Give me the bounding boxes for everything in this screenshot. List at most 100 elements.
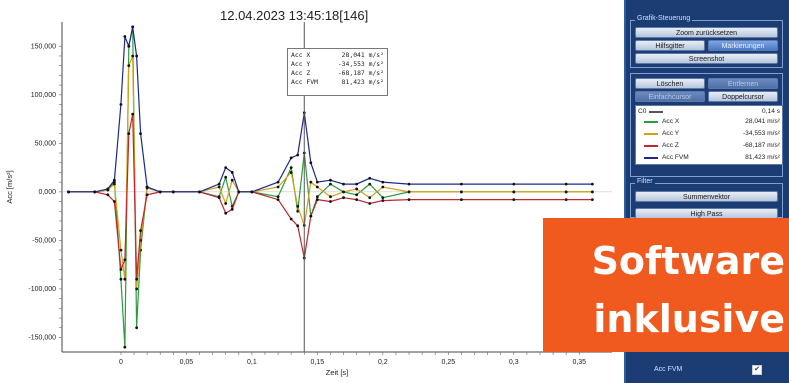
x-axis-label: Zeit [s] xyxy=(326,368,349,377)
data-point xyxy=(145,193,149,197)
cursor-readout: Acc X 28,041 m/s² Acc Y -34,553 m/s² Acc Z… xyxy=(287,48,388,96)
data-point xyxy=(119,277,123,281)
hilfsgitter-button[interactable]: Hilfsgitter xyxy=(635,40,705,51)
legend-item-acc-x[interactable]: Acc X 28,041 m/s² xyxy=(638,117,780,126)
data-point xyxy=(368,196,372,200)
y-tick-label: -150,000 xyxy=(28,334,56,341)
cursor-row: C0 0,14 s xyxy=(638,107,780,116)
data-point xyxy=(145,185,149,189)
x-tick-label: 0,05 xyxy=(180,359,194,366)
data-point xyxy=(590,190,594,194)
data-point xyxy=(224,175,228,179)
data-point xyxy=(368,182,372,186)
data-point xyxy=(224,211,228,215)
x-tick-label: 0,15 xyxy=(311,359,325,366)
series-color-icon xyxy=(644,144,658,147)
data-point xyxy=(342,182,345,186)
legend-value: -34,553 m/s² xyxy=(742,130,780,137)
summenvektor-button[interactable]: Summenvektor xyxy=(635,191,778,202)
readout-value: 81,423 m/s² xyxy=(341,78,384,86)
readout-row: Acc Z -68,187 m/s² xyxy=(291,69,384,78)
data-point xyxy=(123,258,127,262)
data-point xyxy=(224,166,228,169)
legend-item-acc-fvm[interactable]: Acc FVM 81,423 m/s² xyxy=(638,153,780,162)
legend-item-acc-y[interactable]: Acc Y -34,553 m/s² xyxy=(638,129,780,138)
data-point xyxy=(309,161,313,165)
y-tick-label: 100,000 xyxy=(31,92,56,99)
data-point xyxy=(217,185,221,189)
series-checkbox[interactable]: ✔ xyxy=(752,365,762,375)
data-point xyxy=(296,209,300,213)
data-point xyxy=(342,196,345,200)
legend-value: 81,423 m/s² xyxy=(745,154,780,161)
data-point xyxy=(289,171,293,174)
lower-series-list: Acc FVM ✔ xyxy=(626,352,789,383)
data-point xyxy=(217,182,221,186)
cursor-label: C0 xyxy=(638,108,647,115)
grafik-steuerung-group: Grafik-Steuerung Zoom zurücksetzen Hilfs… xyxy=(630,15,783,68)
entfernen-button[interactable]: Entfernen xyxy=(708,78,778,89)
y-tick-label: 150,000 xyxy=(31,43,56,50)
legend-name: Acc Z xyxy=(662,142,679,149)
data-point xyxy=(135,287,139,291)
data-point xyxy=(329,200,332,203)
readout-value: -34,553 m/s² xyxy=(337,60,384,68)
data-point xyxy=(276,180,280,184)
data-point xyxy=(342,190,345,194)
data-point xyxy=(315,185,319,189)
plot-area[interactable]: 0 0,05 0,1 0,15 0,2 0,25 0,3 0,35 150,000 100,000… xyxy=(0,0,626,383)
legend-item-acc-z[interactable]: Acc Z -68,187 m/s² xyxy=(638,141,780,150)
readout-row: Acc X 28,041 m/s² xyxy=(291,51,384,60)
loeschen-button[interactable]: Löschen xyxy=(635,78,705,89)
group-title: Filter xyxy=(635,178,655,185)
badge-line-2: inklusive xyxy=(593,297,785,341)
data-point xyxy=(119,103,123,106)
data-point xyxy=(250,190,254,194)
einfachcursor-button[interactable]: Einfachcursor xyxy=(635,91,705,102)
readout-value: -68,187 m/s² xyxy=(337,69,384,77)
screenshot-button[interactable]: Screenshot xyxy=(635,53,778,64)
zoom-reset-button[interactable]: Zoom zurücksetzen xyxy=(635,27,778,38)
data-point xyxy=(315,198,319,202)
readout-row: Acc FVM 81,423 m/s² xyxy=(291,78,384,87)
data-point xyxy=(276,185,280,189)
doppelcursor-button[interactable]: Doppelcursor xyxy=(708,91,778,102)
data-point xyxy=(158,190,162,194)
legend-name: Acc X xyxy=(662,118,680,125)
data-point xyxy=(329,178,332,182)
data-point xyxy=(127,132,131,136)
readout-row: Acc Y -34,553 m/s² xyxy=(291,60,384,69)
data-point xyxy=(289,156,293,160)
data-point xyxy=(315,180,319,184)
markierungen-button[interactable]: Markierungen xyxy=(708,40,778,51)
data-point xyxy=(230,171,234,174)
data-point xyxy=(460,190,463,194)
data-point xyxy=(131,112,135,116)
readout-label: Acc Z xyxy=(291,69,311,77)
x-tick-label: 0,1 xyxy=(247,359,257,366)
data-point xyxy=(564,198,568,202)
data-point xyxy=(289,217,293,221)
data-point xyxy=(381,180,385,184)
series-legend: C0 0,14 s Acc X 28,041 m/s² Acc Y -34,55… xyxy=(635,105,783,165)
data-point xyxy=(407,198,411,202)
data-point xyxy=(309,180,313,184)
data-point xyxy=(407,182,411,186)
series-color-icon xyxy=(644,156,658,159)
x-tick-label: 0,25 xyxy=(441,359,455,366)
cursor-value: 0,14 s xyxy=(762,108,780,115)
data-point xyxy=(329,195,332,199)
data-point xyxy=(139,229,142,233)
data-point xyxy=(112,200,116,203)
data-point xyxy=(123,277,127,281)
data-point xyxy=(217,196,221,200)
lower-series-item[interactable]: Acc FVM xyxy=(654,366,683,373)
data-point xyxy=(139,132,142,136)
data-point xyxy=(590,198,594,202)
readout-value: 28,041 m/s² xyxy=(341,51,384,59)
data-point xyxy=(315,195,319,199)
x-tick-label: 0,2 xyxy=(378,359,388,366)
data-point xyxy=(230,178,234,182)
x-tick-label: 0,3 xyxy=(509,359,519,366)
data-point xyxy=(289,166,293,169)
